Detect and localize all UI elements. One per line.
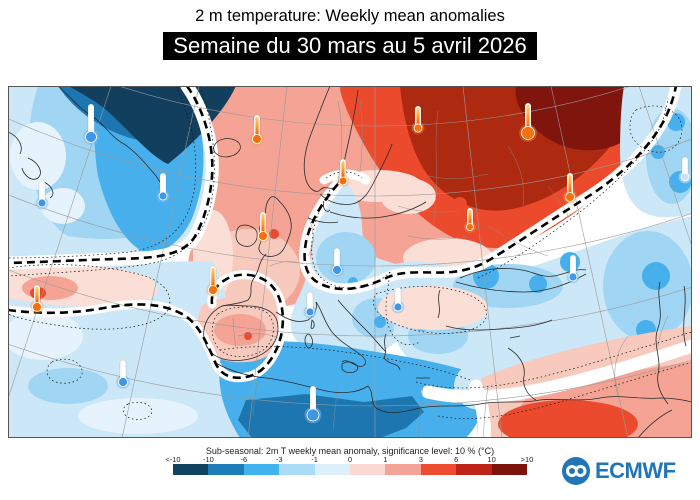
colorbar-tick-label: <-10 bbox=[165, 455, 181, 464]
thermometer-cold-icon bbox=[330, 247, 344, 277]
thermometer-warm-icon bbox=[256, 211, 270, 243]
thermometer-warm-icon bbox=[411, 105, 425, 135]
map-frame bbox=[8, 86, 692, 438]
colorbar-labels: <-10 -10 -6 -3 -1 0 1 3 6 10 >10 bbox=[165, 455, 533, 464]
ecmwf-logo: ECMWF bbox=[561, 456, 676, 486]
subtitle-text: Semaine du 30 mars au 5 avril 2026 bbox=[163, 32, 537, 61]
colorbar-tick-label: -6 bbox=[240, 455, 248, 464]
thermometer-cold-icon bbox=[304, 385, 322, 424]
thermometer-warm-icon bbox=[464, 207, 476, 233]
colorbar-segment bbox=[279, 464, 315, 475]
colorbar-segment bbox=[420, 464, 457, 475]
thermometer-cold-icon bbox=[156, 172, 170, 203]
thermometer-cold-icon bbox=[116, 359, 130, 389]
thermometer-warm-icon bbox=[30, 284, 44, 314]
significance-bold-contours bbox=[7, 85, 678, 380]
colorbar-tick-label: 1 bbox=[383, 455, 388, 464]
colorbar-tick-label: -10 bbox=[202, 455, 214, 464]
anomaly-map bbox=[0, 37, 700, 448]
significance-dotted-contours bbox=[7, 85, 693, 420]
thermometer-cold-light-icon bbox=[678, 156, 692, 184]
page-title: 2 m temperature: Weekly mean anomalies bbox=[195, 7, 505, 25]
thermometer-warm-icon bbox=[206, 265, 220, 297]
thermometer-cold-icon bbox=[83, 103, 99, 145]
map-svg bbox=[0, 37, 700, 448]
thermometer-cold-icon bbox=[35, 179, 49, 210]
colorbar-segment bbox=[173, 464, 209, 475]
colorbar-segment bbox=[208, 464, 244, 475]
border-layer bbox=[232, 100, 669, 439]
thermometer-layer bbox=[30, 102, 692, 424]
ecmwf-logo-icon bbox=[562, 457, 590, 485]
thermometer-cold-icon bbox=[391, 286, 405, 314]
thermometer-warm-icon bbox=[563, 172, 577, 204]
colorbar-tick-label: 6 bbox=[454, 455, 459, 464]
colorbar-caption: Sub-seasonal: 2m T weekly mean anomaly, … bbox=[205, 446, 495, 456]
thermometer-cold-icon bbox=[566, 254, 580, 284]
thermometer-cold-icon bbox=[303, 291, 317, 319]
colorbar-tick-label: 3 bbox=[418, 455, 423, 464]
colorbar-tick-label: -3 bbox=[275, 455, 283, 464]
colorbar-segment bbox=[350, 464, 386, 475]
colorbar-segment bbox=[314, 464, 351, 475]
graticule-layer bbox=[0, 37, 700, 439]
colorbar-segment bbox=[491, 464, 528, 475]
ecmwf-logo-text: ECMWF bbox=[595, 458, 676, 483]
thermometer-warm-icon bbox=[519, 102, 537, 142]
thermometer-warm-icon bbox=[336, 158, 350, 188]
subtitle-bar: Semaine du 30 mars au 5 avril 2026 bbox=[0, 32, 700, 61]
colorbar-segment bbox=[243, 464, 280, 475]
colorbar-segment bbox=[385, 464, 421, 475]
colorbar-tick-label: 0 bbox=[347, 455, 353, 464]
colorbar-segment bbox=[456, 464, 492, 475]
colorbar-tick-label: -1 bbox=[311, 455, 318, 464]
anomaly-fields bbox=[3, 86, 698, 448]
colorbar-tick-label: >10 bbox=[520, 455, 534, 464]
thermometer-warm-icon bbox=[250, 114, 264, 146]
colorbar bbox=[173, 464, 528, 475]
colorbar-tick-label: 10 bbox=[487, 455, 496, 464]
